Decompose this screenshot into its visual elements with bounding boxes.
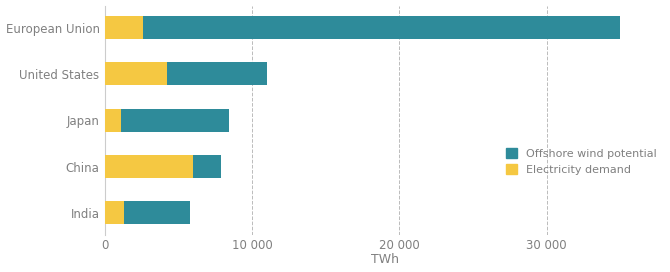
- Bar: [105, 16, 620, 39]
- Bar: [105, 201, 190, 224]
- Bar: [105, 16, 143, 39]
- Bar: [105, 109, 121, 132]
- Bar: [105, 201, 124, 224]
- X-axis label: TWh: TWh: [371, 254, 399, 267]
- Legend: Offshore wind potential, Electricity demand: Offshore wind potential, Electricity dem…: [504, 146, 659, 177]
- Bar: [105, 62, 167, 85]
- Bar: [105, 62, 267, 85]
- Bar: [105, 155, 194, 178]
- Bar: [105, 109, 228, 132]
- Bar: [105, 155, 221, 178]
